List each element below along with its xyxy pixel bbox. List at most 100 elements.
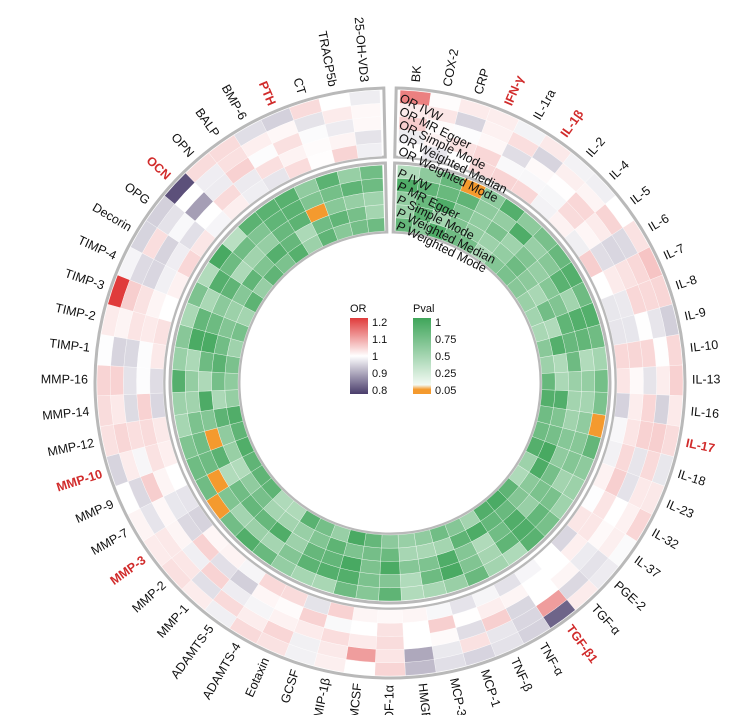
p-cell-14-1 — [581, 370, 595, 393]
gene-label: HMGB1 — [415, 683, 434, 715]
gene-label: MMP-16 — [41, 372, 88, 386]
gene-label: MMP-10 — [55, 467, 104, 495]
or-cell-58-3 — [354, 129, 382, 146]
or-cell-15-4 — [614, 392, 631, 419]
gene-label: TGF-α — [588, 601, 623, 637]
p-cell-30-2 — [359, 559, 381, 575]
gene-label: TIMP-4 — [76, 233, 119, 263]
p-cell-13-3 — [552, 353, 569, 373]
p-cell-45-3 — [211, 353, 228, 373]
gene-label: MCP-1 — [478, 668, 503, 709]
p-cell-13-2 — [565, 351, 582, 373]
or-tick-label: 1.1 — [372, 334, 387, 346]
gene-label: MMP-2 — [129, 578, 168, 615]
gene-label: TGF-β1 — [563, 622, 600, 666]
gene-label: OCN — [144, 154, 174, 183]
gene-label: BMP-6 — [219, 82, 250, 122]
or-cell-14-0 — [669, 364, 684, 396]
p-cell-45-2 — [198, 351, 215, 373]
gene-label: TNF-α — [536, 640, 566, 678]
p-cell-44-0 — [171, 369, 186, 393]
p-cell-28-2 — [399, 559, 421, 575]
or-cell-44-4 — [149, 368, 164, 394]
p-cell-29-2 — [379, 560, 401, 575]
p-cell-30-1 — [357, 572, 381, 588]
gene-label: IL-13 — [692, 372, 721, 386]
p-cell-29-4 — [381, 534, 399, 549]
p-cell-28-1 — [399, 572, 423, 588]
or-tick-label: 1 — [372, 351, 378, 363]
p-cell-45-1 — [185, 348, 202, 372]
p-cell-15-2 — [566, 390, 582, 412]
p-legend-title: Pval — [413, 303, 434, 315]
gene-label: MMP-9 — [73, 497, 116, 526]
p-cell-43-4 — [224, 389, 240, 408]
gene-label: TNF-β — [508, 655, 535, 693]
p-cell-13-1 — [578, 348, 595, 372]
gene-label: MMP-1 — [154, 601, 191, 640]
or-tick-label: 0.8 — [372, 385, 387, 397]
p-cell-43-2 — [198, 390, 214, 412]
p-cell-29-0 — [378, 587, 402, 602]
p-cell-15-4 — [540, 389, 556, 408]
p-cell-58-3 — [364, 204, 385, 220]
p-tick-label: 1 — [435, 317, 441, 329]
gene-label: IL-4 — [607, 158, 632, 183]
gene-label: MMP-7 — [89, 526, 131, 558]
gene-label: COX-2 — [440, 48, 461, 88]
p-cell-28-4 — [397, 532, 417, 549]
gene-label: ADAMTS-5 — [168, 622, 217, 681]
p-cell-44-1 — [185, 370, 199, 393]
gene-label: IL-37 — [632, 553, 663, 581]
or-cell-13-4 — [613, 342, 630, 370]
p-cell-44-3 — [211, 371, 226, 391]
or-cell-14-1 — [655, 365, 670, 396]
or-tick-label: 1.2 — [372, 317, 387, 329]
p-cell-30-0 — [355, 585, 380, 601]
gene-label: OPG — [122, 180, 153, 208]
p-cell-44-2 — [198, 371, 213, 392]
p-cell-44-4 — [224, 372, 239, 391]
gene-label: IL-7 — [661, 241, 686, 263]
gene-label: IL-23 — [664, 497, 696, 521]
or-cell-14-2 — [642, 366, 657, 395]
or-ring-frame — [93, 86, 687, 680]
p-tick-label: 0.75 — [435, 334, 456, 346]
gene-label: Eotaxin — [242, 655, 272, 699]
gene-label: IL-1ra — [530, 87, 558, 122]
or-cell-29-0 — [374, 662, 406, 677]
gene-label: BALP — [192, 106, 222, 140]
or-legend-title: OR — [350, 303, 367, 315]
p-cell-58-2 — [363, 191, 384, 207]
p-cell-29-1 — [379, 574, 401, 588]
or-cell-44-2 — [123, 366, 138, 395]
gene-label: IL-17 — [685, 436, 716, 456]
gene-label: MMP-12 — [46, 436, 95, 459]
p-cell-29-3 — [380, 547, 400, 562]
p-cell-14-0 — [594, 369, 609, 393]
p-tick-label: 0.5 — [435, 351, 450, 363]
or-cell-29-1 — [375, 649, 405, 663]
or-cell-45-4 — [150, 342, 167, 370]
gene-label: IFN-γ — [501, 73, 526, 107]
or-colorbar — [350, 318, 368, 394]
or-cell-44-3 — [136, 367, 151, 395]
gene-label: CT — [290, 76, 308, 96]
gene-label: TRACP5b — [315, 30, 340, 88]
gene-label: IL-18 — [676, 467, 707, 489]
or-cell-44-1 — [110, 365, 125, 396]
gene-label: Decorin — [90, 200, 134, 234]
or-cell-29-2 — [375, 635, 405, 650]
p-cell-15-0 — [592, 391, 608, 416]
p-cell-15-1 — [579, 391, 595, 414]
or-cell-14-3 — [629, 367, 644, 395]
or-cell-58-4 — [356, 142, 383, 159]
p-cell-43-3 — [211, 390, 227, 410]
gene-label: IL-10 — [689, 338, 719, 355]
p-cell-58-0 — [359, 164, 384, 181]
p-ring-frame — [168, 161, 612, 605]
legend: OR 1.2 1.1 1 0.9 0.8 Pval 1 0.75 0.5 0.2… — [350, 303, 456, 397]
gene-label: IL-6 — [646, 211, 672, 234]
gene-label: IL-8 — [674, 272, 699, 292]
or-cell-43-4 — [149, 392, 166, 419]
